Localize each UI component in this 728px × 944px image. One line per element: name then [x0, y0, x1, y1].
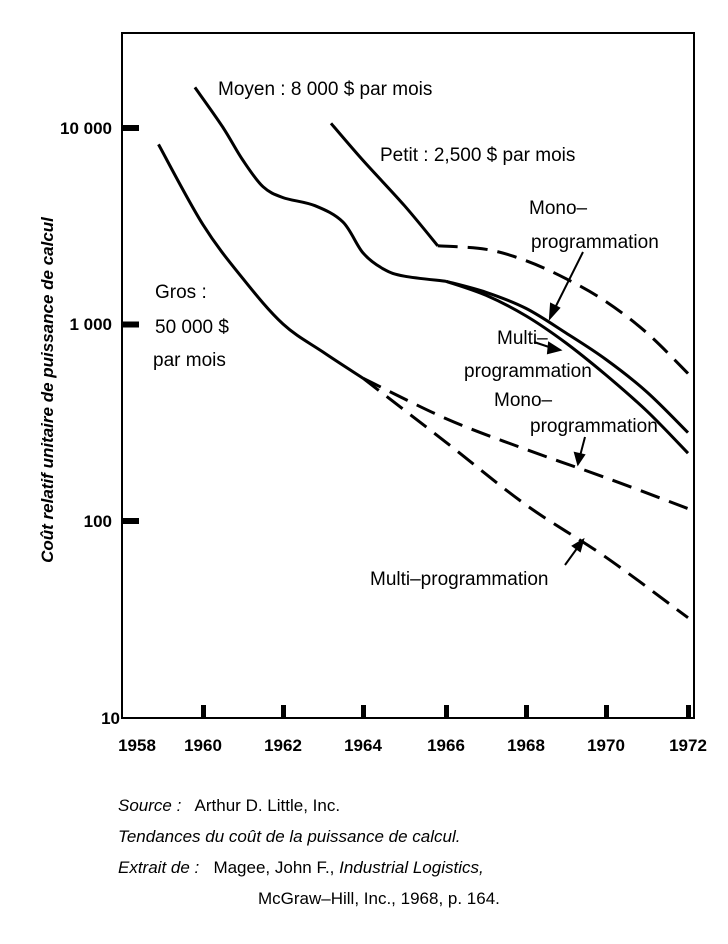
series-gros-multi	[362, 377, 689, 619]
label-gros-3: par mois	[153, 350, 226, 371]
series-gros-mono	[362, 376, 689, 511]
arrow-mono-mid-head	[573, 451, 586, 467]
y-tick-1000: 1 000	[69, 315, 112, 334]
leader-arrows	[533, 251, 586, 566]
x-tickmark-1972	[686, 705, 691, 718]
label-moyen: Moyen : 8 000 $ par mois	[218, 79, 432, 100]
y-axis-label: Coût relatif unitaire de puissance de ca…	[38, 216, 57, 563]
ref-publisher: McGraw–Hill, Inc., 1968, p. 164.	[258, 889, 500, 908]
y-tickmark-1000	[122, 321, 139, 328]
series-petit-base	[329, 122, 439, 247]
label-gros-1: Gros :	[155, 282, 207, 303]
extract-label: Extrait de :	[118, 858, 200, 877]
series-moyen-base	[193, 86, 447, 283]
x-tick-1958: 1958	[118, 736, 156, 755]
arrow-multi-mid-head	[546, 341, 563, 355]
arrow-multi-low-head	[571, 537, 585, 553]
series-group	[157, 86, 690, 619]
ref-book: Industrial Logistics,	[339, 858, 484, 877]
series-gros-base	[157, 143, 364, 380]
chart: Coût relatif unitaire de puissance de ca…	[38, 32, 707, 755]
y-tickmark-100	[122, 518, 139, 524]
label-mono-top-1: Mono–	[529, 198, 588, 219]
arrow-mono-top	[553, 251, 584, 311]
x-tick-1972: 1972	[669, 736, 707, 755]
y-tickmark-10000	[122, 125, 139, 131]
y-tick-100: 100	[84, 512, 112, 531]
source-label: Source :	[118, 796, 182, 815]
ref-author: Magee, John F.,	[213, 858, 340, 877]
x-tick-1970: 1970	[587, 736, 625, 755]
source-block: Source : Arthur D. Little, Inc. Tendance…	[118, 790, 500, 914]
x-tickmark-1960	[201, 705, 206, 718]
label-multi-mid-1: Multi–	[497, 328, 548, 349]
label-multi-low: Multi–programmation	[370, 569, 548, 590]
plot-frame	[121, 32, 695, 719]
arrow-multi-low	[564, 546, 579, 566]
label-petit: Petit : 2,500 $ par mois	[380, 145, 575, 166]
tick-marks	[122, 125, 691, 718]
x-tick-1960: 1960	[184, 736, 222, 755]
source-author: Arthur D. Little, Inc.	[194, 796, 341, 815]
x-tick-1964: 1964	[344, 736, 382, 755]
label-multi-mid-2: programmation	[464, 361, 592, 382]
series-moyen-mono	[445, 279, 690, 455]
x-tick-1962: 1962	[264, 736, 302, 755]
series-petit-mono	[437, 244, 690, 375]
series-moyen-multi	[445, 279, 690, 434]
x-tick-1966: 1966	[427, 736, 465, 755]
x-tickmark-1966	[444, 705, 449, 718]
x-tickmark-1964	[361, 705, 366, 718]
label-mono-top-2: programmation	[531, 232, 659, 253]
arrow-mono-top-head	[548, 302, 561, 321]
label-gros-2: 50 000 $	[155, 317, 229, 338]
x-tickmark-1962	[281, 705, 286, 718]
label-mono-mid-1: Mono–	[494, 390, 553, 411]
x-tick-1968: 1968	[507, 736, 545, 755]
source-title: Tendances du coût de la puissance de cal…	[118, 827, 461, 846]
y-tick-10000: 10 000	[60, 119, 112, 138]
arrow-mono-mid	[579, 436, 586, 457]
y-tick-10: 10	[101, 709, 120, 728]
x-tickmark-1970	[604, 705, 609, 718]
x-tickmark-1968	[524, 705, 529, 718]
label-mono-mid-2: programmation	[530, 416, 658, 437]
